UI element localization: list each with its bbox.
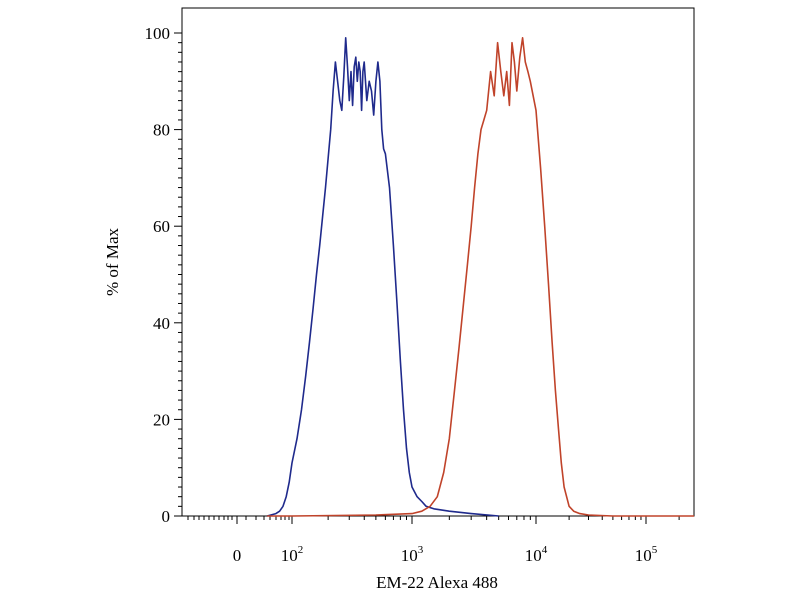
y-tick-label: 20 <box>153 410 170 429</box>
y-tick-label: 100 <box>145 24 171 43</box>
x-tick-label: 105 <box>635 544 658 565</box>
stained-series-line <box>267 37 694 517</box>
x-tick-label: 104 <box>525 544 548 565</box>
y-tick-label: 60 <box>153 217 170 236</box>
plot-frame <box>181 7 695 517</box>
y-tick-label: 0 <box>162 507 171 526</box>
x-minor-ticks <box>187 516 680 524</box>
y-axis-title: % of Max <box>103 228 122 296</box>
x-axis-title: EM-22 Alexa 488 <box>376 573 498 592</box>
control-series-line <box>266 37 499 517</box>
y-tick-labels: 0 20 40 60 80 100 <box>145 24 182 526</box>
y-tick-label: 80 <box>153 121 170 140</box>
y-tick-label: 40 <box>153 314 170 333</box>
x-tick-label: 103 <box>401 544 424 565</box>
x-tick-label: 0 <box>233 546 242 565</box>
x-tick-labels: 0 102 103 104 105 <box>233 544 658 565</box>
series-layer <box>266 37 694 517</box>
x-tick-label: 102 <box>281 544 304 565</box>
